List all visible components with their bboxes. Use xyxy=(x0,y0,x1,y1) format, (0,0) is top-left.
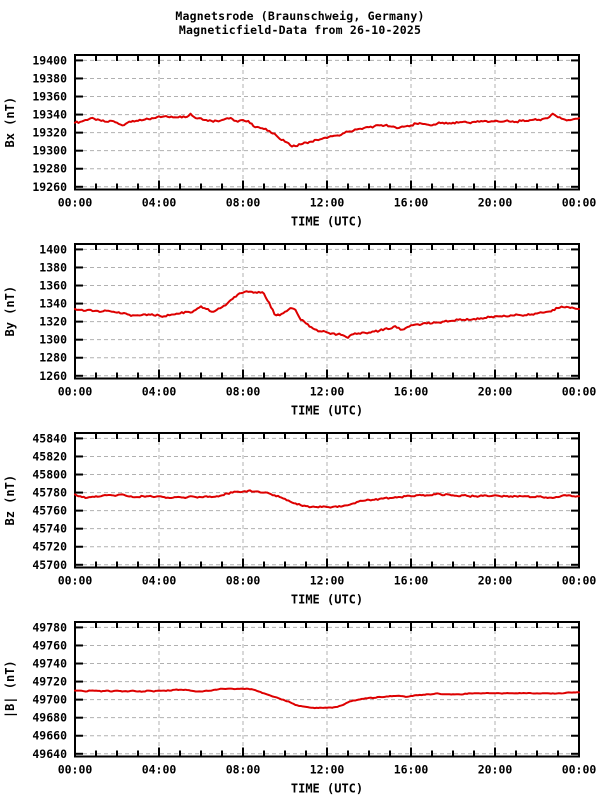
x-axis-label: TIME (UTC) xyxy=(291,782,363,796)
y-axis-label: |B| (nT) xyxy=(3,660,17,718)
x-tick-label: 08:00 xyxy=(226,763,261,777)
x-axis-label: TIME (UTC) xyxy=(291,404,363,418)
y-tick-label: 19300 xyxy=(32,144,67,158)
x-tick-label: 12:00 xyxy=(310,385,345,399)
y-tick-label: 45700 xyxy=(32,558,67,572)
x-tick-label: 20:00 xyxy=(478,385,513,399)
y-tick-label: 1280 xyxy=(39,351,67,365)
x-tick-label: 00:00 xyxy=(58,574,93,588)
plot-bmag: 49780 49760 49740 49720 49700 49680 49660 49640… xyxy=(0,611,600,800)
y-tick-label: 1300 xyxy=(39,333,67,347)
chart-title-line1: Magnetsrode (Braunschweig, Germany) xyxy=(175,9,425,23)
y-tick-label: 19260 xyxy=(32,180,67,194)
x-axis-label: TIME (UTC) xyxy=(291,593,363,607)
y-tick-label: 49720 xyxy=(32,675,67,689)
y-tick-label: 49780 xyxy=(32,620,67,634)
x-tick-label: 08:00 xyxy=(226,196,261,210)
y-tick-label: 19360 xyxy=(32,90,67,104)
series-line-by xyxy=(74,290,580,339)
y-tick-label: 19380 xyxy=(32,71,67,85)
y-tick-label: 49760 xyxy=(32,638,67,652)
x-tick-label: 04:00 xyxy=(142,763,177,777)
plot-border xyxy=(74,432,580,569)
y-tick-label: 45820 xyxy=(32,449,67,463)
plot-by: 1400 1380 1360 1340 1320 1300 1280 1260 00:00 04:… xyxy=(0,233,600,422)
y-tick-label: 1340 xyxy=(39,297,67,311)
x-tick-label: 20:00 xyxy=(478,763,513,777)
x-axis-label: TIME (UTC) xyxy=(291,215,363,229)
y-tick-label: 1320 xyxy=(39,315,67,329)
by-plot-canvas: 1400 1380 1360 1340 1320 1300 1280 1260 00:00 04:… xyxy=(3,242,597,418)
chart-title-line2: Magneticfield-Data from 26-10-2025 xyxy=(178,23,422,37)
plot-border xyxy=(74,243,580,380)
x-tick-label: 04:00 xyxy=(142,574,177,588)
y-tick-label: 49640 xyxy=(32,747,67,761)
x-tick-label: 16:00 xyxy=(394,763,429,777)
x-tick-label: 00:00 xyxy=(562,763,597,777)
x-tick-label: 16:00 xyxy=(394,196,429,210)
y-tick-label: 1380 xyxy=(39,260,67,274)
y-axis-label: Bx (nT) xyxy=(3,97,17,148)
x-tick-label: 08:00 xyxy=(226,574,261,588)
x-tick-label: 00:00 xyxy=(58,196,93,210)
x-tick-label: 12:00 xyxy=(310,574,345,588)
y-tick-label: 45780 xyxy=(32,486,67,500)
y-tick-label: 1260 xyxy=(39,369,67,383)
x-tick-label: 04:00 xyxy=(142,196,177,210)
plot-bz: 45840 45820 45800 45780 45760 45740 45720 45700… xyxy=(0,422,600,611)
y-tick-label: 45760 xyxy=(32,504,67,518)
y-tick-label: 19340 xyxy=(32,108,67,122)
x-tick-label: 00:00 xyxy=(562,196,597,210)
bz-plot-canvas: 45840 45820 45800 45780 45760 45740 45720 45700… xyxy=(3,431,597,607)
y-tick-label: 1360 xyxy=(39,279,67,293)
y-tick-label: 49700 xyxy=(32,693,67,707)
x-tick-label: 00:00 xyxy=(562,574,597,588)
x-tick-label: 04:00 xyxy=(142,385,177,399)
y-tick-label: 49740 xyxy=(32,657,67,671)
x-tick-label: 16:00 xyxy=(394,574,429,588)
plot-border xyxy=(74,621,580,758)
y-tick-label: 19320 xyxy=(32,126,67,140)
y-tick-label: 45840 xyxy=(32,431,67,445)
x-tick-label: 16:00 xyxy=(394,385,429,399)
y-axis-label: By (nT) xyxy=(3,286,17,337)
chart-header: Magnetsrode (Braunschweig, Germany) Magn… xyxy=(0,0,600,44)
y-tick-label: 45740 xyxy=(32,522,67,536)
x-tick-label: 08:00 xyxy=(226,385,261,399)
y-tick-label: 49660 xyxy=(32,729,67,743)
y-tick-label: 49680 xyxy=(32,711,67,725)
y-tick-label: 19280 xyxy=(32,162,67,176)
x-tick-label: 20:00 xyxy=(478,574,513,588)
series-line-bz xyxy=(74,489,580,509)
x-tick-label: 12:00 xyxy=(310,763,345,777)
y-tick-label: 45800 xyxy=(32,468,67,482)
y-tick-label: 1400 xyxy=(39,242,67,256)
bmag-plot-canvas: 49780 49760 49740 49720 49700 49680 49660 49640… xyxy=(3,620,597,796)
bx-plot-canvas: 19400 19380 19360 19340 19320 19300 19280 19260… xyxy=(3,53,597,229)
y-tick-label: 19400 xyxy=(32,53,67,67)
y-axis-label: Bz (nT) xyxy=(3,475,17,526)
x-tick-label: 20:00 xyxy=(478,196,513,210)
x-tick-label: 00:00 xyxy=(58,763,93,777)
x-tick-label: 00:00 xyxy=(58,385,93,399)
x-tick-label: 12:00 xyxy=(310,196,345,210)
y-tick-label: 45720 xyxy=(32,540,67,554)
x-tick-label: 00:00 xyxy=(562,385,597,399)
series-line-b xyxy=(74,687,580,710)
plot-bx: 19400 19380 19360 19340 19320 19300 19280 19260… xyxy=(0,44,600,233)
series-line-bx xyxy=(74,112,580,148)
